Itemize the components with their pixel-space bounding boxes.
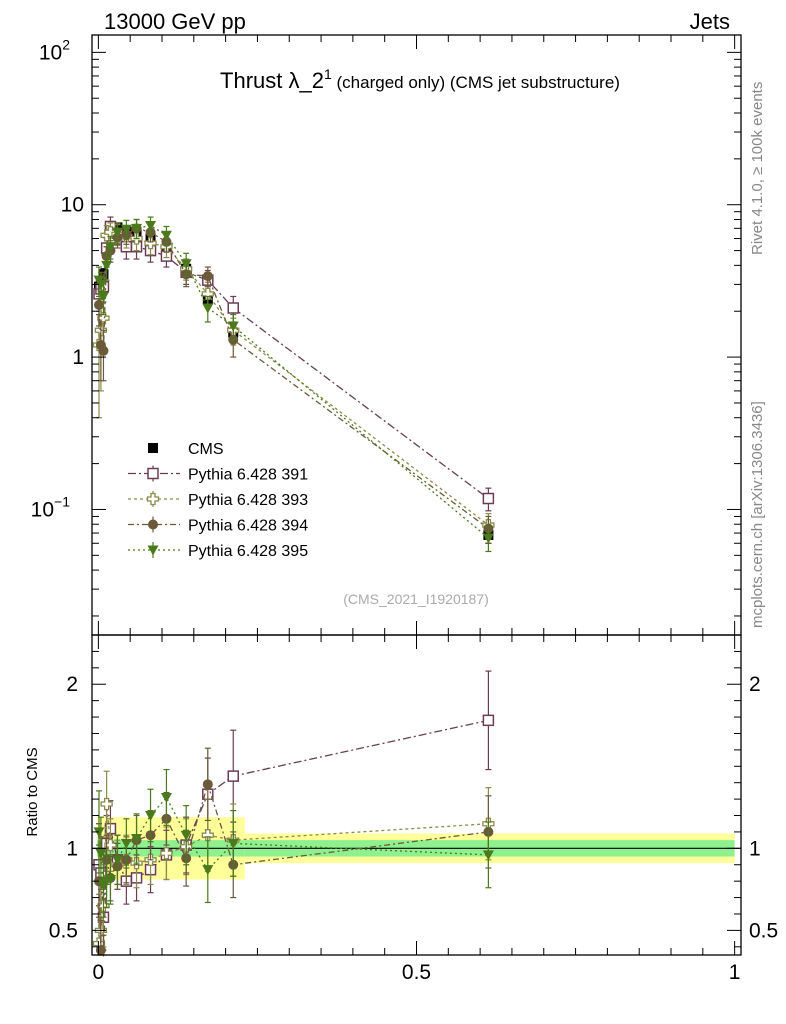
main-ytick-base-1: 10	[61, 194, 84, 217]
main-point-4-6	[120, 224, 132, 235]
legend-item-4: Pythia 6.428 395	[128, 542, 308, 560]
legend-item-3: Pythia 6.428 394	[128, 516, 308, 535]
main-ytick-base-3: 10	[31, 498, 54, 521]
legend-label-3: Pythia 6.428 394	[188, 518, 308, 535]
title-main: Thrust λ_2	[220, 68, 324, 93]
ratio-ytick-label-left-1: 1	[66, 837, 78, 860]
ratio-point-3-6	[120, 838, 132, 849]
main-point-4-12	[227, 321, 239, 332]
data-layer	[92, 216, 495, 958]
main-point-2-4	[104, 226, 117, 239]
main-point-3-2	[98, 345, 109, 356]
ratio-point-3-5	[111, 855, 123, 866]
legend-label-1: Pythia 6.428 391	[188, 467, 308, 484]
main-ytick-label-3: 10−1	[31, 493, 71, 521]
ratio-point-3-12	[227, 838, 239, 849]
main-point-4-3	[101, 260, 113, 271]
ratio-point-3-13	[482, 850, 494, 861]
main-point-3-0	[93, 299, 104, 310]
header-jets-label: Jets	[690, 9, 730, 34]
ratio-ylabel: Ratio to CMS	[24, 747, 41, 836]
ratio-point-3-10	[180, 830, 192, 841]
main-ytick-label-1: 10	[61, 194, 84, 217]
main-point-2-2	[97, 312, 110, 325]
main-point-4-5	[111, 227, 123, 238]
ratio-point-2-11	[202, 779, 213, 790]
legend-item-0: CMS	[148, 441, 224, 458]
ratio-frame	[91, 634, 742, 956]
main-point-4-13	[482, 533, 494, 544]
legend-marker-2	[146, 492, 160, 506]
ratio-ytick-label-left-2: 2	[66, 673, 78, 696]
main-series-line-4	[98, 224, 489, 539]
main-point-1-12	[227, 302, 240, 314]
main-point-2-11	[201, 287, 214, 301]
legend-label-0: CMS	[188, 441, 224, 458]
xtick-label-1: 0.5	[402, 961, 431, 984]
main-point-4-8	[145, 221, 157, 232]
ratio-point-0-12	[227, 770, 240, 782]
ratio-series-line-2	[98, 782, 489, 958]
analysis-watermark: (CMS_2021_I1920187)	[343, 591, 489, 607]
ratio-point-0-13	[482, 714, 495, 727]
ratio-point-1-3	[100, 797, 113, 811]
main-point-4-9	[160, 230, 172, 241]
xtick-label-2: 1	[729, 961, 741, 984]
ratio-series-line-3	[98, 796, 489, 886]
main-point-4-10	[180, 259, 192, 270]
xtick-label-0: 0	[93, 961, 105, 984]
ratio-ytick-label-right-1: 1	[749, 837, 761, 860]
ratio-series-3	[93, 768, 494, 918]
main-ytick-label-2: 1	[72, 346, 84, 369]
title-rest: (charged only) (CMS jet substructure)	[332, 73, 620, 92]
ratio-point-1-11	[201, 829, 214, 842]
main-series-4	[93, 216, 494, 553]
legend-label-2: Pythia 6.428 393	[188, 492, 308, 509]
main-point-4-2	[97, 291, 109, 302]
mcplots-label: mcplots.cern.ch [arXiv:1306.3436]	[749, 401, 766, 628]
main-point-4-7	[131, 223, 143, 234]
ratio-point-3-7	[131, 833, 143, 844]
main-chart-title: Thrust λ_21 (charged only) (CMS jet subs…	[220, 66, 620, 93]
ratio-ytick-label-left-0: 0.5	[49, 919, 78, 942]
ratio-point-3-11	[202, 865, 214, 876]
main-series-line-2	[98, 231, 489, 526]
legend-marker-0	[148, 443, 158, 453]
legend-item-2: Pythia 6.428 393	[128, 491, 308, 509]
main-point-4-11	[202, 303, 214, 314]
ratio-ytick-label-right-0: 0.5	[749, 919, 778, 942]
main-point-4-4	[104, 242, 116, 253]
title-superscript: 1	[324, 66, 332, 82]
rivet-version-label: Rivet 4.1.0, ≥ 100k events	[749, 82, 766, 255]
legend-marker-3	[148, 519, 158, 530]
ratio-point-3-8	[145, 811, 157, 822]
ratio-point-3-9	[160, 792, 172, 803]
legend-label-4: Pythia 6.428 395	[188, 543, 308, 560]
main-series-line-1	[98, 225, 489, 500]
main-ytick-label-0: 102	[39, 36, 70, 64]
main-point-1-13	[482, 492, 495, 505]
main-ytick-exp-0: 2	[62, 36, 70, 52]
legend-marker-4	[147, 545, 159, 556]
ratio-ytick-label-right-2: 2	[749, 673, 761, 696]
legend-item-1: Pythia 6.428 391	[128, 465, 308, 484]
ratio-series-0	[93, 670, 495, 951]
ratio-point-3-4	[104, 875, 116, 886]
main-point-3-11	[202, 271, 213, 282]
legend: CMS Pythia 6.428 391 Pythia 6.428 393 Pythi…	[128, 441, 308, 560]
main-point-2-8	[144, 236, 157, 250]
main-ytick-base-2: 1	[72, 346, 84, 369]
main-ytick-base-0: 10	[39, 41, 62, 64]
ratio-point-1-4	[104, 838, 117, 852]
main-ytick-exp-3: −1	[54, 493, 70, 509]
header-beam-label: 13000 GeV pp	[104, 9, 246, 34]
main-series-line-3	[98, 227, 489, 530]
legend-marker-1	[147, 467, 159, 480]
ratio-point-1-9	[160, 847, 173, 860]
